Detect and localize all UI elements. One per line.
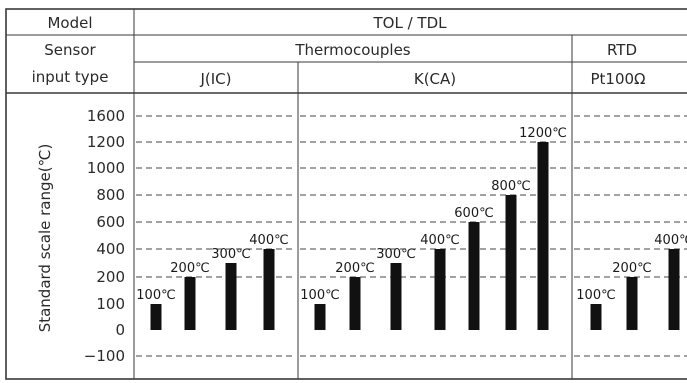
- bar: [505, 195, 517, 330]
- bar-value-label: 600℃: [454, 206, 493, 221]
- y-tick-label: 400: [96, 240, 125, 258]
- bar: [263, 249, 275, 330]
- y-tick-label: 800: [96, 186, 125, 204]
- bar: [184, 277, 196, 330]
- y-axis-label: Standard scale range(℃): [36, 144, 54, 333]
- col-k-label: K(CA): [414, 70, 456, 88]
- y-tick-label: 600: [96, 213, 125, 231]
- bar: [626, 277, 638, 330]
- bar-value-label: 400℃: [420, 233, 459, 248]
- bar-value-label: 300℃: [376, 247, 415, 262]
- bar: [314, 304, 326, 330]
- bar: [434, 249, 446, 330]
- bars: [150, 142, 680, 330]
- model-label: Model: [47, 14, 92, 32]
- gridlines: [136, 115, 687, 357]
- y-tick-label: 1200: [87, 133, 125, 151]
- y-tick-label: −100: [84, 347, 125, 365]
- bar-value-label: 200℃: [170, 261, 209, 276]
- y-tick-label: 0: [115, 321, 125, 339]
- col-pt-label: Pt100Ω: [590, 70, 645, 88]
- bar-value-label: 1200℃: [519, 126, 567, 141]
- bar-value-label: 800℃: [491, 179, 530, 194]
- bar: [590, 304, 602, 330]
- bar: [468, 222, 480, 330]
- y-tick-label: 200: [96, 268, 125, 286]
- y-tick-label: 1000: [87, 159, 125, 177]
- y-tick-label: 100: [96, 295, 125, 313]
- bar-labels: 100℃200℃300℃400℃100℃200℃300℃400℃600℃800℃…: [136, 126, 687, 303]
- col-j-label: J(IC): [199, 70, 231, 88]
- group-rtd: RTD: [607, 41, 637, 59]
- sensor-label-line1: Sensor: [44, 41, 96, 59]
- bar: [390, 263, 402, 330]
- bar-value-label: 100℃: [300, 288, 339, 303]
- bar: [150, 304, 162, 330]
- sensor-label-line2: input type: [32, 68, 109, 86]
- group-thermocouples: Thermocouples: [294, 41, 410, 59]
- bar-value-label: 100℃: [136, 288, 175, 303]
- bar-value-label: 100℃: [576, 288, 615, 303]
- table-grid: [5, 8, 687, 380]
- bar-value-label: 300℃: [211, 247, 250, 262]
- bar-value-label: 200℃: [612, 261, 651, 276]
- bar-value-label: 400℃: [249, 233, 288, 248]
- model-value: TOL / TDL: [373, 14, 448, 32]
- y-tick-label: 1600: [87, 107, 125, 125]
- bar: [225, 263, 237, 330]
- bar: [349, 277, 361, 330]
- bar-value-label: 200℃: [335, 261, 374, 276]
- bar: [668, 249, 680, 330]
- bar-value-label: 400℃: [654, 233, 687, 248]
- bar: [537, 142, 549, 330]
